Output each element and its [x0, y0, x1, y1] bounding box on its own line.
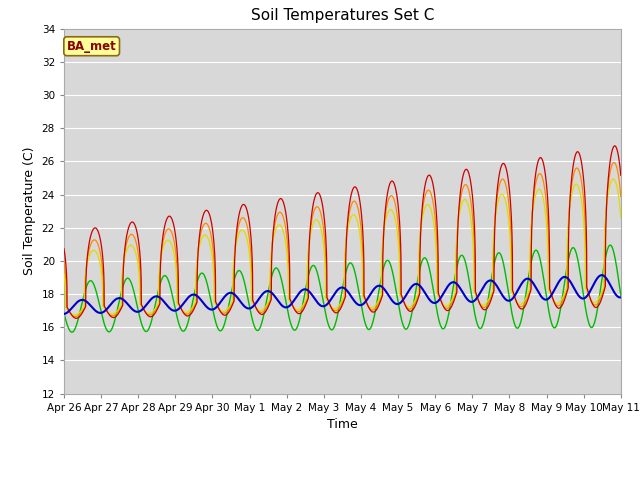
Title: Soil Temperatures Set C: Soil Temperatures Set C	[251, 9, 434, 24]
Y-axis label: Soil Temperature (C): Soil Temperature (C)	[23, 147, 36, 276]
Text: BA_met: BA_met	[67, 40, 116, 53]
X-axis label: Time: Time	[327, 418, 358, 431]
Legend: -2cm, -4cm, -8cm, -16cm, -32cm: -2cm, -4cm, -8cm, -16cm, -32cm	[125, 474, 559, 480]
